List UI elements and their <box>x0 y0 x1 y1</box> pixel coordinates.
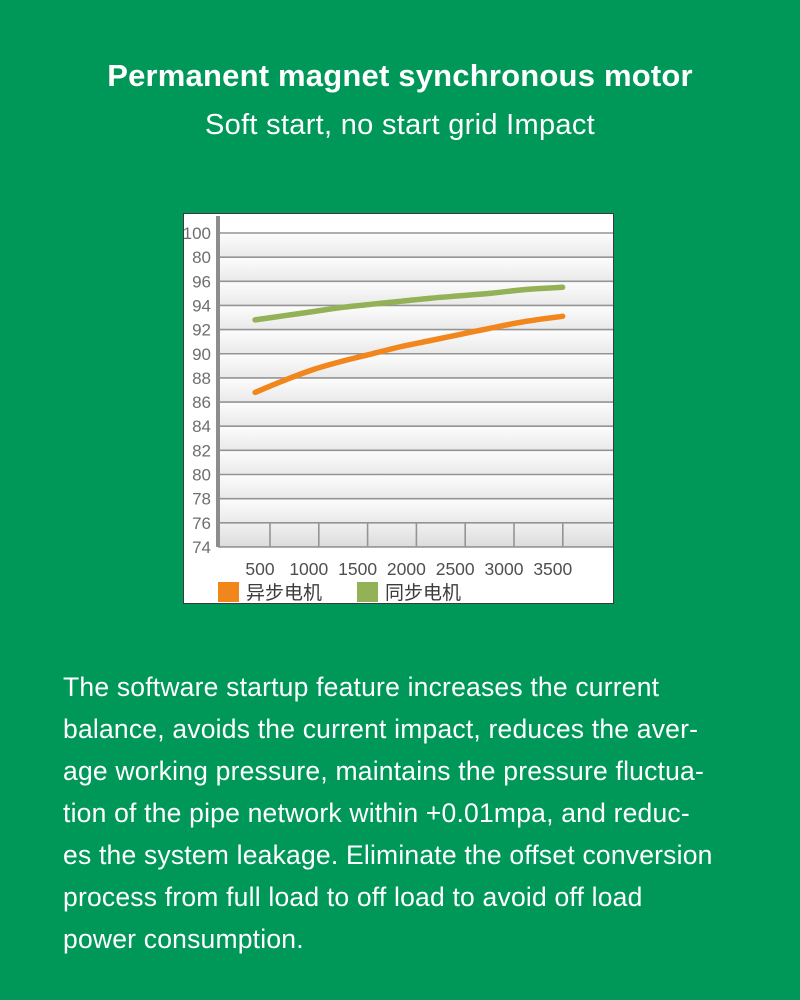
svg-text:86: 86 <box>192 393 211 412</box>
svg-text:84: 84 <box>192 417 211 436</box>
series-line-0 <box>252 313 566 396</box>
svg-text:1000: 1000 <box>289 559 328 579</box>
svg-text:100: 100 <box>184 224 211 243</box>
legend-label-1: 同步电机 <box>385 582 461 603</box>
svg-text:74: 74 <box>192 538 211 557</box>
motor-efficiency-chart-panel: 100 80 96 94 92 90 88 86 84 82 80 78 76 74 500 1000 1500… <box>183 213 614 604</box>
svg-text:3000: 3000 <box>485 559 524 579</box>
svg-text:500: 500 <box>245 559 274 579</box>
svg-text:88: 88 <box>192 369 211 388</box>
svg-text:80: 80 <box>192 466 211 485</box>
svg-text:76: 76 <box>192 514 211 533</box>
series-line-1 <box>252 284 566 323</box>
svg-text:1500: 1500 <box>338 559 377 579</box>
svg-text:92: 92 <box>192 321 211 340</box>
chart-y-axis <box>216 216 220 547</box>
chart-gridlines <box>218 232 613 548</box>
chart-svg: 100 80 96 94 92 90 88 86 84 82 80 78 76 74 500 1000 1500… <box>184 216 613 603</box>
svg-text:78: 78 <box>192 490 211 509</box>
y-axis-labels: 100 80 96 94 92 90 88 86 84 82 80 78 76 74 <box>184 224 211 557</box>
page-subtitle: Soft start, no start grid Impact <box>205 109 595 141</box>
svg-text:2000: 2000 <box>387 559 426 579</box>
legend-swatch-0 <box>218 582 239 602</box>
svg-text:2500: 2500 <box>436 559 475 579</box>
body-text: The software startup feature increases t… <box>63 672 713 954</box>
svg-text:3500: 3500 <box>533 559 572 579</box>
chart-bands <box>218 233 613 547</box>
svg-text:82: 82 <box>192 441 211 460</box>
svg-text:94: 94 <box>192 296 211 315</box>
legend-swatch-1 <box>357 582 378 602</box>
svg-text:80: 80 <box>192 248 211 267</box>
svg-text:90: 90 <box>192 345 211 364</box>
chart-tick-dividers <box>269 522 564 547</box>
legend-label-0: 异步电机 <box>246 582 322 603</box>
page-title: Permanent magnet synchronous motor <box>107 58 693 93</box>
chart-legend: 异步电机 同步电机 <box>218 582 461 603</box>
svg-text:96: 96 <box>192 272 211 291</box>
x-axis-labels: 500 1000 1500 2000 2500 3000 3500 <box>245 559 572 579</box>
